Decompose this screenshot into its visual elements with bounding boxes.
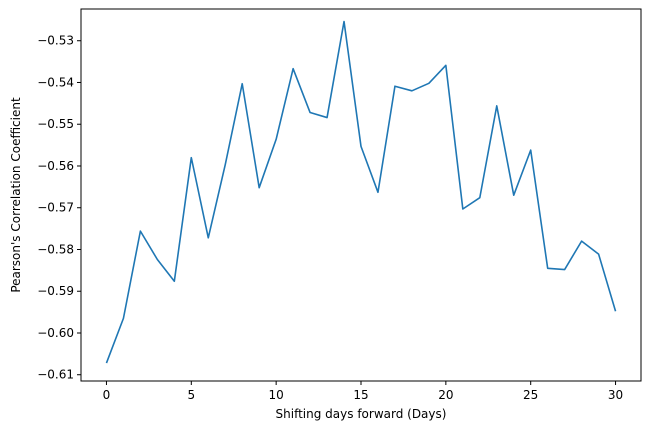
x-axis-label: Shifting days forward (Days) xyxy=(276,407,447,421)
y-tick-label: −0.54 xyxy=(37,75,74,89)
y-tick-label: −0.61 xyxy=(37,368,74,382)
x-axis-ticks: 0 5 10 15 20 25 30 xyxy=(103,381,623,402)
x-tick-label: 15 xyxy=(353,388,368,402)
y-axis-ticks: −0.61 −0.60 −0.59 −0.58 −0.57 −0.56 −0.55 −0.54… xyxy=(37,34,81,382)
y-tick-label: −0.55 xyxy=(37,117,74,131)
y-axis-label: Pearson's Correlation Coefficient xyxy=(9,97,23,293)
y-tick-label: −0.57 xyxy=(37,201,74,215)
x-tick-label: 5 xyxy=(187,388,195,402)
y-tick-label: −0.56 xyxy=(37,159,74,173)
x-tick-label: 10 xyxy=(269,388,284,402)
y-tick-label: −0.59 xyxy=(37,284,74,298)
y-tick-label: −0.53 xyxy=(37,34,74,48)
x-tick-label: 20 xyxy=(438,388,453,402)
y-tick-label: −0.58 xyxy=(37,242,74,256)
series-layer xyxy=(105,20,617,364)
plot-area xyxy=(81,9,641,381)
x-tick-label: 25 xyxy=(523,388,538,402)
y-tick-label: −0.60 xyxy=(37,326,74,340)
x-tick-label: 0 xyxy=(103,388,111,402)
plot-frame xyxy=(80,8,642,382)
x-tick-label: 30 xyxy=(608,388,623,402)
